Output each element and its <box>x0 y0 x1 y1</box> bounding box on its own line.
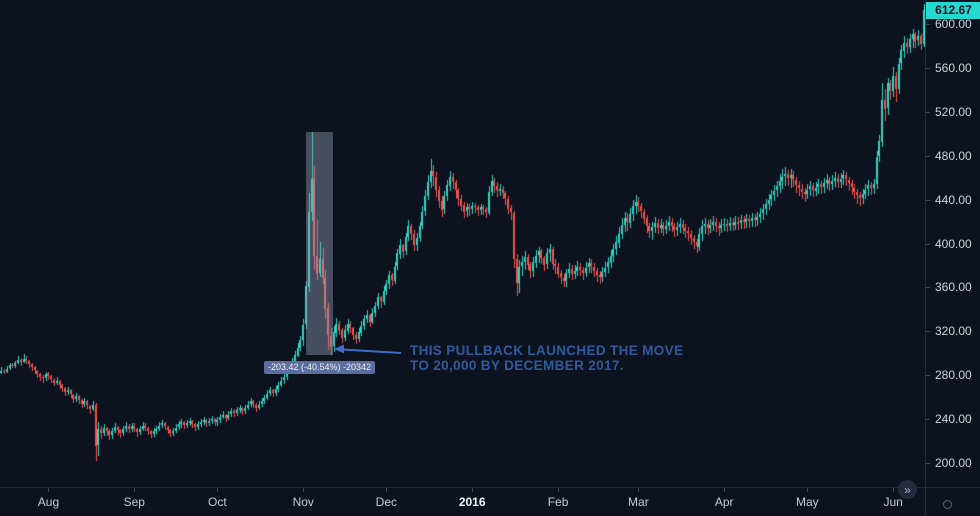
time-axis-tick <box>217 488 218 492</box>
annotation-text[interactable]: THIS PULLBACK LAUNCHED THE MOVE TO 20,00… <box>410 343 683 373</box>
time-axis-label: May <box>795 495 819 509</box>
time-axis-label: Nov <box>292 495 314 509</box>
price-axis-tick <box>926 156 930 157</box>
price-axis-label: 600.00 <box>935 17 972 32</box>
time-axis-tick <box>48 488 49 492</box>
annotation-line-1: THIS PULLBACK LAUNCHED THE MOVE <box>410 343 684 358</box>
price-axis-label: 280.00 <box>935 368 972 383</box>
price-axis-tick <box>926 419 930 420</box>
axis-settings-icon[interactable] <box>943 500 952 509</box>
price-axis-tick <box>926 331 930 332</box>
go-to-realtime-button[interactable]: » <box>898 480 917 499</box>
time-axis-label: Apr <box>714 495 734 509</box>
double-chevron-right-icon: » <box>904 482 911 497</box>
price-axis-tick <box>926 24 930 25</box>
time-axis-label: Oct <box>208 495 227 509</box>
price-axis-label: 440.00 <box>935 192 972 207</box>
time-axis-label: Feb <box>547 495 569 509</box>
price-axis-tick <box>926 375 930 376</box>
price-axis-label: 520.00 <box>935 104 972 119</box>
axis-corner <box>925 487 980 516</box>
time-axis-tick <box>303 488 304 492</box>
time-axis-label: Aug <box>37 495 60 509</box>
price-axis-label: 400.00 <box>935 236 972 251</box>
price-axis-tick <box>926 200 930 201</box>
price-axis-label: 360.00 <box>935 280 972 295</box>
time-axis-tick <box>638 488 639 492</box>
price-axis-tick <box>926 68 930 69</box>
price-axis-label: 200.00 <box>935 455 972 470</box>
price-axis-tick <box>926 244 930 245</box>
price-axis-label: 320.00 <box>935 324 972 339</box>
time-axis-tick <box>558 488 559 492</box>
annotation-line-2: TO 20,000 BY DECEMBER 2017. <box>410 358 624 373</box>
price-axis-label: 480.00 <box>935 148 972 163</box>
price-chart-canvas[interactable] <box>0 0 925 487</box>
time-axis-tick <box>472 488 473 492</box>
time-axis-tick <box>893 488 894 492</box>
last-price-badge: 612.67 <box>926 1 980 19</box>
time-axis-tick <box>807 488 808 492</box>
time-axis-tick <box>386 488 387 492</box>
price-axis[interactable]: 612.67 600.00 560.00 520.00 480.00 440.00 400… <box>925 0 980 487</box>
price-axis-tick <box>926 112 930 113</box>
time-axis-tick <box>724 488 725 492</box>
time-axis-label: Sep <box>123 495 145 509</box>
price-axis-tick <box>926 463 930 464</box>
time-axis-label: 2016 <box>458 495 486 509</box>
measure-label[interactable]: -203.42 (-40.54%) -20342 <box>264 361 376 374</box>
measure-box[interactable] <box>306 131 334 355</box>
time-axis-tick <box>134 488 135 492</box>
time-axis-label: Mar <box>628 495 649 509</box>
price-axis-label: 560.00 <box>935 61 972 75</box>
time-axis[interactable]: Aug Sep Oct Nov Dec 2016 Feb Mar Apr May Jun <box>0 487 925 516</box>
time-axis-label: Dec <box>375 495 397 509</box>
time-axis-label: Jun <box>883 495 903 509</box>
price-axis-tick <box>926 287 930 288</box>
price-axis-label: 240.00 <box>935 411 972 426</box>
chart-pane[interactable]: -203.42 (-40.54%) -20342 THIS PULLBACK L… <box>0 0 925 487</box>
